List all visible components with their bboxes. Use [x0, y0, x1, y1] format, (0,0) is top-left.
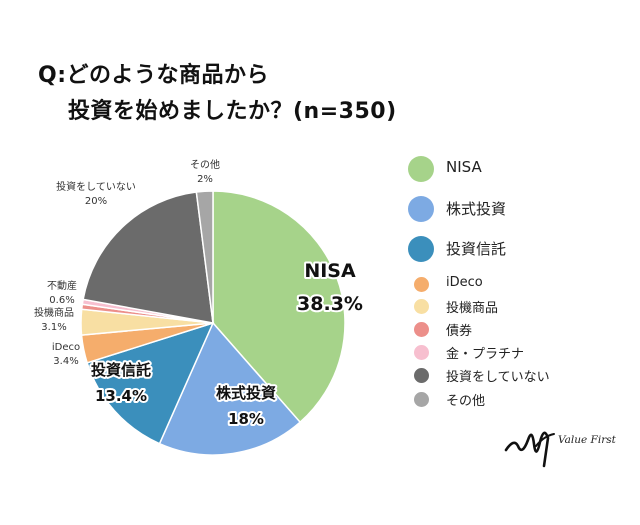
- slice--: [158, 321, 302, 456]
- legend-swatch-icon: [414, 277, 429, 292]
- data-label-name-7: 投資をしていない: [56, 180, 136, 193]
- data-label-name-2: 投資信託: [91, 361, 151, 379]
- legend-swatch-icon: [408, 196, 434, 222]
- logo-mark-icon: [504, 431, 555, 468]
- legend-label: NISA: [446, 158, 482, 176]
- slice-nisa: [212, 190, 346, 424]
- data-label-value-3: 3.4%: [53, 356, 78, 367]
- data-label-name-5: 不動産: [47, 279, 77, 292]
- legend-swatch-icon: [414, 368, 429, 383]
- legend-label: 金・プラチナ: [446, 347, 525, 362]
- legend-label: その他: [446, 394, 486, 409]
- data-label-name-4: 投機商品: [34, 306, 74, 319]
- legend-label: 投資をしていない: [446, 370, 550, 385]
- legend-swatch-icon: [408, 236, 434, 262]
- legend-swatch-icon: [408, 156, 434, 182]
- data-label-value-8: 2%: [197, 174, 213, 185]
- data-label-value-7: 20%: [85, 196, 107, 207]
- data-label-name-0: NISA: [304, 260, 356, 282]
- value-first-logo: Value First: [500, 420, 630, 470]
- legend-swatch-icon: [414, 299, 429, 314]
- legend-swatch-icon: [414, 345, 429, 360]
- legend-label: 投資信託: [446, 240, 507, 258]
- legend-swatch-icon: [414, 392, 429, 407]
- data-label-value-1: 18%: [228, 410, 264, 428]
- slice--: [82, 191, 214, 324]
- logo-text: Value First: [558, 434, 616, 446]
- legend-label: 債券: [446, 324, 473, 339]
- legend-label: 株式投資: [446, 200, 507, 218]
- chart-title: Q:どのような商品から 投資を始めましたか？(n=350): [38, 58, 397, 130]
- data-label-name-3: iDeco: [52, 342, 80, 353]
- legend-label: iDeco: [446, 275, 483, 290]
- data-label-value-4: 3.1%: [41, 322, 66, 333]
- data-label-value-2: 13.4%: [95, 387, 147, 405]
- data-label-name-1: 株式投資: [216, 384, 276, 402]
- title-line-2: 投資を始めましたか？(n=350): [68, 99, 397, 124]
- slice--: [195, 190, 214, 324]
- legend-label: 投機商品: [446, 301, 499, 316]
- legend-swatch-icon: [414, 322, 429, 337]
- data-label-value-5: 0.6%: [49, 295, 74, 306]
- data-label-name-8: その他: [190, 158, 220, 171]
- title-line-1: Q:どのような商品から: [38, 63, 270, 88]
- data-label-value-0: 38.3%: [297, 293, 363, 315]
